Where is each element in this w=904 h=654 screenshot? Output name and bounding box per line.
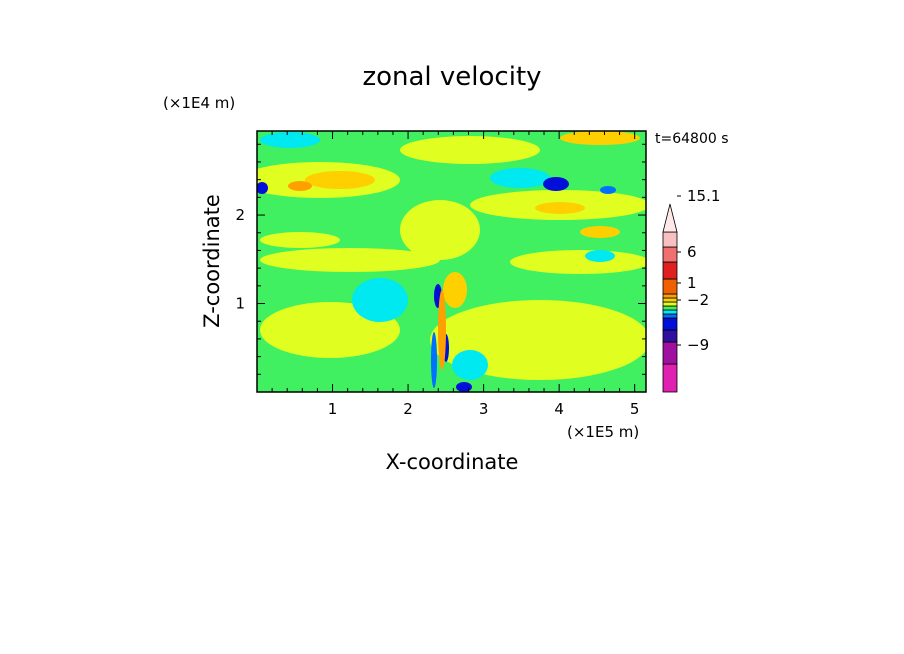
colorbar-bin xyxy=(662,363,678,393)
contour-blob xyxy=(452,350,488,380)
contour-blob xyxy=(352,278,408,322)
contour-blob xyxy=(260,248,440,272)
colorbar-bin xyxy=(662,293,678,299)
chart-title: zonal velocity xyxy=(362,62,541,92)
time-label: t=64800 s xyxy=(655,131,729,147)
axis-ticks xyxy=(256,131,646,393)
contour-blob xyxy=(260,132,320,148)
contour-blob xyxy=(560,131,640,145)
y-tick-label: 2 xyxy=(235,206,245,224)
contour-field xyxy=(257,131,646,392)
plot-frame xyxy=(256,130,647,393)
x-axis-label: X-coordinate xyxy=(386,450,519,474)
y-axis-label: Z-coordinate xyxy=(200,194,224,328)
colorbar xyxy=(662,203,678,393)
contour-blob xyxy=(400,136,540,164)
x-tick-label: 2 xyxy=(403,400,413,418)
x-tick-label: 1 xyxy=(328,400,338,418)
contour-blob xyxy=(585,250,615,262)
colorbar-label: −9 xyxy=(687,336,709,354)
x-tick-label: 5 xyxy=(630,400,640,418)
contour-blob xyxy=(443,272,467,308)
colorbar-bin xyxy=(662,278,678,295)
colorbar-label: 15.1 xyxy=(687,187,720,205)
colorbar-bin xyxy=(662,309,678,315)
colorbar-label: −2 xyxy=(687,291,709,309)
contour-blob xyxy=(438,290,446,370)
colorbar-bin xyxy=(662,301,678,307)
colorbar-bin xyxy=(662,231,678,248)
contour-blob xyxy=(288,181,312,191)
contour-blob xyxy=(535,202,585,214)
colorbar-bin xyxy=(662,313,678,319)
contour-blob xyxy=(600,186,616,194)
contour-blob xyxy=(400,200,480,260)
colorbar-bin xyxy=(662,329,678,343)
colorbar-label: 1 xyxy=(687,274,697,292)
contour-blob xyxy=(543,177,569,191)
colorbar-overflow-arrow xyxy=(662,203,678,233)
colorbar-bin xyxy=(662,246,678,263)
x-tick-label: 4 xyxy=(554,400,564,418)
colorbar-label: 6 xyxy=(687,243,697,261)
contour-blob xyxy=(257,182,268,194)
contour-blob xyxy=(431,332,437,388)
colorbar-bin xyxy=(662,261,678,280)
contour-blob xyxy=(456,382,472,392)
y-tick-label: 1 xyxy=(235,295,245,313)
x-unit-label: (×1E5 m) xyxy=(567,423,639,441)
contour-blob xyxy=(510,250,646,274)
colorbar-bin xyxy=(662,317,678,331)
tick-labels: 1 2 3 4 5 1 2 xyxy=(235,206,639,418)
y-unit-label: (×1E4 m) xyxy=(163,94,235,112)
contour-blob xyxy=(490,168,550,188)
colorbar-bin xyxy=(662,341,678,365)
colorbar-bin xyxy=(662,305,678,311)
x-tick-label: 3 xyxy=(479,400,489,418)
contour-blob xyxy=(580,226,620,238)
colorbar-labels: 15.1 6 1−2 −9 xyxy=(677,187,720,354)
contour-blob xyxy=(260,232,340,248)
colorbar-bin xyxy=(662,297,678,303)
contour-blob xyxy=(305,171,375,189)
